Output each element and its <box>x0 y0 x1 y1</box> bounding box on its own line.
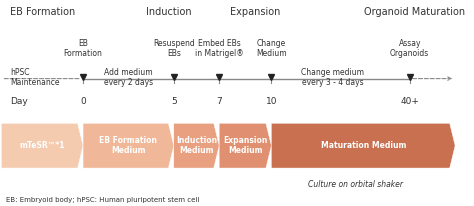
Polygon shape <box>219 123 271 168</box>
Text: hPSC
Maintenance: hPSC Maintenance <box>10 68 60 87</box>
Polygon shape <box>1 123 83 168</box>
Text: Maturation Medium: Maturation Medium <box>320 141 406 150</box>
Text: EB Formation
Medium: EB Formation Medium <box>100 136 157 155</box>
Text: Assay
Organoids: Assay Organoids <box>390 39 429 58</box>
Text: mTeSR™*1: mTeSR™*1 <box>19 141 65 150</box>
Text: 0: 0 <box>80 97 86 106</box>
Text: Change medium
every 3 - 4 days: Change medium every 3 - 4 days <box>301 68 364 87</box>
Text: 7: 7 <box>216 97 222 106</box>
Text: Expansion: Expansion <box>230 7 281 18</box>
Text: EB Formation: EB Formation <box>9 7 75 18</box>
Text: 40+: 40+ <box>401 97 419 106</box>
Text: Add medium
every 2 days: Add medium every 2 days <box>104 68 153 87</box>
Text: Expansion
Medium: Expansion Medium <box>223 136 267 155</box>
Text: Induction
Medium: Induction Medium <box>176 136 217 155</box>
Text: 10: 10 <box>265 97 277 106</box>
Text: EB: Embryoid body; hPSC: Human pluripotent stem cell: EB: Embryoid body; hPSC: Human pluripote… <box>6 197 199 202</box>
Polygon shape <box>83 123 174 168</box>
Text: Day: Day <box>10 97 28 106</box>
Polygon shape <box>174 123 219 168</box>
Text: Organoid Maturation: Organoid Maturation <box>364 7 465 18</box>
Text: Induction: Induction <box>146 7 192 18</box>
Text: Change
Medium: Change Medium <box>256 39 287 58</box>
Polygon shape <box>271 123 455 168</box>
Text: EB
Formation: EB Formation <box>64 39 102 58</box>
Text: 5: 5 <box>171 97 177 106</box>
Text: Embed EBs
in Matrigel®: Embed EBs in Matrigel® <box>195 39 244 58</box>
Text: Resuspend
EBs: Resuspend EBs <box>153 39 195 58</box>
Text: Culture on orbital shaker: Culture on orbital shaker <box>308 180 403 189</box>
